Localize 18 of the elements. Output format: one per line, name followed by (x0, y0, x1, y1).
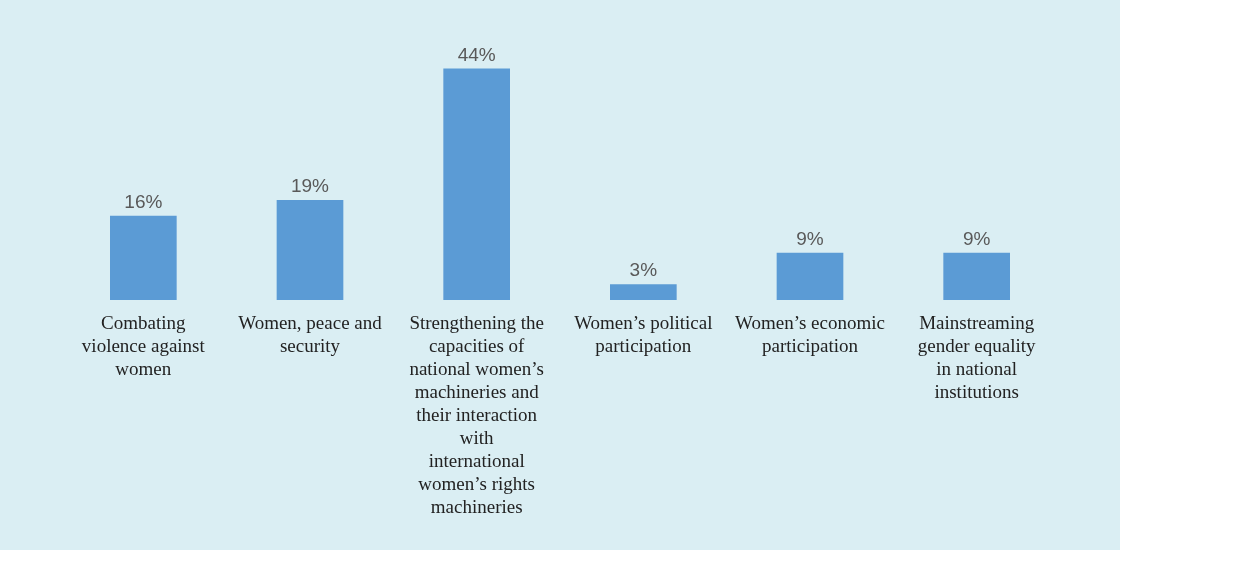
bar (776, 252, 844, 300)
data-label: 16% (124, 190, 163, 212)
data-label: 3% (629, 259, 658, 281)
x-tick-label: Women’s economic participation (735, 312, 885, 356)
data-label: 9% (796, 227, 824, 249)
x-tick-label: Combating violence against women (81, 312, 206, 379)
data-label: 44% (457, 43, 496, 65)
bar (943, 252, 1010, 300)
data-label: 19% (290, 175, 330, 197)
bar (610, 284, 677, 300)
bar (276, 200, 344, 300)
bar (110, 215, 177, 300)
data-label: 9% (962, 227, 991, 249)
x-tick-label: Mainstreaming gender equality in national institutions (917, 312, 1036, 402)
x-tick-label: Women, peace and security (238, 312, 383, 356)
bar (443, 68, 510, 300)
x-tick-label: Women’s political participation (574, 312, 713, 356)
category-label: Strengthening the capacities of national women’s machineries and their interaction with international women’s rights machineries (409, 312, 544, 517)
